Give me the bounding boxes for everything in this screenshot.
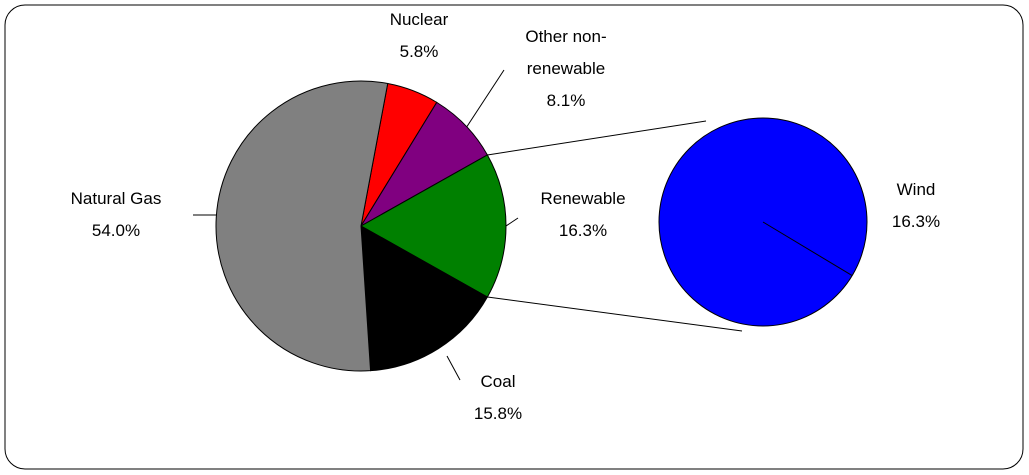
connector-line <box>487 296 743 332</box>
value-label: 5.8% <box>399 42 439 61</box>
value-label: 15.8% <box>473 404 523 423</box>
data-label: Coal 15.8% <box>438 366 558 430</box>
data-label: Wind 16.3% <box>856 174 976 238</box>
connector-line <box>487 120 707 156</box>
value-label: 54.0% <box>91 221 141 240</box>
category-label: Natural Gas <box>70 189 162 208</box>
value-label: 8.1% <box>546 91 586 110</box>
value-label: 16.3% <box>891 212 941 231</box>
data-label: Renewable 16.3% <box>523 183 643 247</box>
pie-slice <box>360 225 489 372</box>
pie-slice <box>359 154 507 298</box>
data-label: Other non-renewable 8.1% <box>506 21 626 117</box>
data-label: Natural Gas 54.0% <box>56 183 176 247</box>
category-label: Coal <box>480 372 516 391</box>
pie-slice <box>215 80 389 372</box>
category-label: Wind <box>896 180 936 199</box>
leader-line <box>446 355 461 381</box>
leader-line <box>465 69 505 129</box>
data-label: Nuclear 5.8% <box>359 4 479 68</box>
category-label: Other non-renewable <box>525 27 607 78</box>
category-label: Renewable <box>540 189 626 208</box>
category-label: Nuclear <box>389 10 449 29</box>
slice-edge <box>762 221 853 276</box>
value-label: 16.3% <box>558 221 608 240</box>
